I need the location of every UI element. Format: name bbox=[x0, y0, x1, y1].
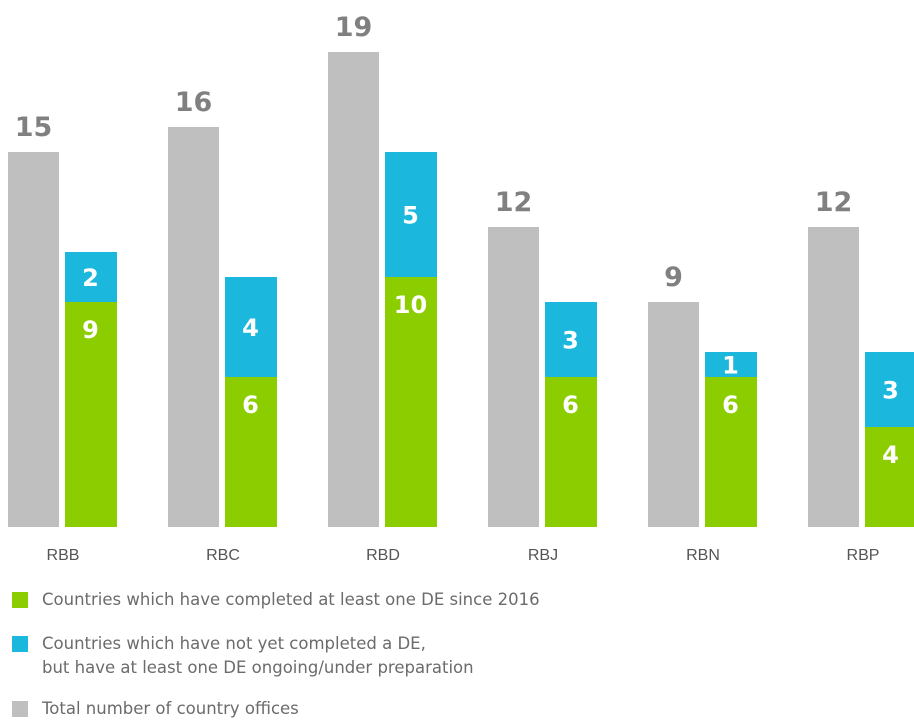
label-completed-rbn: 6 bbox=[722, 391, 739, 419]
label-ongoing-rbp: 3 bbox=[882, 377, 899, 405]
bar-total-rbp bbox=[808, 227, 859, 527]
legend-item-ongoing: Countries which have not yet completed a… bbox=[12, 632, 540, 680]
category-label-rbp: RBP bbox=[847, 547, 880, 564]
legend-label-ongoing-line1: Countries which have not yet completed a… bbox=[42, 634, 426, 653]
bar-completed-rbp bbox=[865, 427, 914, 527]
bar-completed-rbj bbox=[545, 377, 597, 527]
label-completed-rbb: 9 bbox=[82, 316, 99, 344]
bar-total-rbc bbox=[168, 127, 219, 527]
label-total-rbd: 19 bbox=[335, 12, 373, 43]
bar-chart: 15 9 2 RBB 16 6 4 RBC 19 10 5 RBD 12 6 3 RBJ 9 6 1 RBN 12 4 3 R… bbox=[8, 12, 914, 564]
bar-ongoing-rbb bbox=[65, 252, 117, 302]
legend-item-completed: Countries which have completed at least … bbox=[12, 588, 540, 612]
bar-ongoing-rbd bbox=[385, 152, 437, 277]
label-ongoing-rbn: 1 bbox=[722, 352, 739, 380]
bar-completed-rbc bbox=[225, 377, 277, 527]
bar-total-rbn bbox=[648, 302, 699, 527]
label-ongoing-rbc: 4 bbox=[242, 314, 259, 342]
legend-swatch-grey bbox=[12, 701, 28, 717]
bar-completed-rbn bbox=[705, 377, 757, 527]
label-completed-rbj: 6 bbox=[562, 391, 579, 419]
label-completed-rbd: 10 bbox=[394, 291, 427, 319]
legend-swatch-green bbox=[12, 592, 28, 608]
label-total-rbp: 12 bbox=[815, 187, 853, 218]
category-label-rbj: RBJ bbox=[528, 547, 558, 564]
bar-total-rbd bbox=[328, 52, 379, 527]
label-ongoing-rbb: 2 bbox=[82, 264, 99, 292]
label-completed-rbc: 6 bbox=[242, 391, 259, 419]
bar-ongoing-rbj bbox=[545, 302, 597, 377]
category-label-rbb: RBB bbox=[47, 547, 80, 564]
legend-label-ongoing-line2: but have at least one DE ongoing/under p… bbox=[42, 658, 474, 677]
legend-label-completed: Countries which have completed at least … bbox=[42, 590, 540, 609]
legend-label-total: Total number of country offices bbox=[42, 699, 299, 718]
bar-ongoing-rbn bbox=[705, 352, 757, 377]
category-label-rbn: RBN bbox=[686, 547, 720, 564]
bar-total-rbj bbox=[488, 227, 539, 527]
legend-swatch-blue bbox=[12, 636, 28, 652]
label-ongoing-rbd: 5 bbox=[402, 202, 419, 230]
legend: Countries which have completed at least … bbox=[12, 588, 540, 721]
bar-ongoing-rbc bbox=[225, 277, 277, 377]
legend-item-total: Total number of country offices bbox=[12, 697, 540, 721]
bar-total-rbb bbox=[8, 152, 59, 527]
category-label-rbc: RBC bbox=[206, 547, 240, 564]
label-ongoing-rbj: 3 bbox=[562, 327, 579, 355]
category-label-rbd: RBD bbox=[366, 547, 400, 564]
label-total-rbj: 12 bbox=[495, 187, 533, 218]
bar-completed-rbd bbox=[385, 277, 437, 527]
bar-completed-rbb bbox=[65, 302, 117, 527]
label-total-rbc: 16 bbox=[175, 87, 213, 118]
bar-ongoing-rbp bbox=[865, 352, 914, 427]
label-total-rbb: 15 bbox=[15, 112, 53, 143]
label-total-rbn: 9 bbox=[664, 262, 683, 293]
label-completed-rbp: 4 bbox=[882, 441, 899, 469]
